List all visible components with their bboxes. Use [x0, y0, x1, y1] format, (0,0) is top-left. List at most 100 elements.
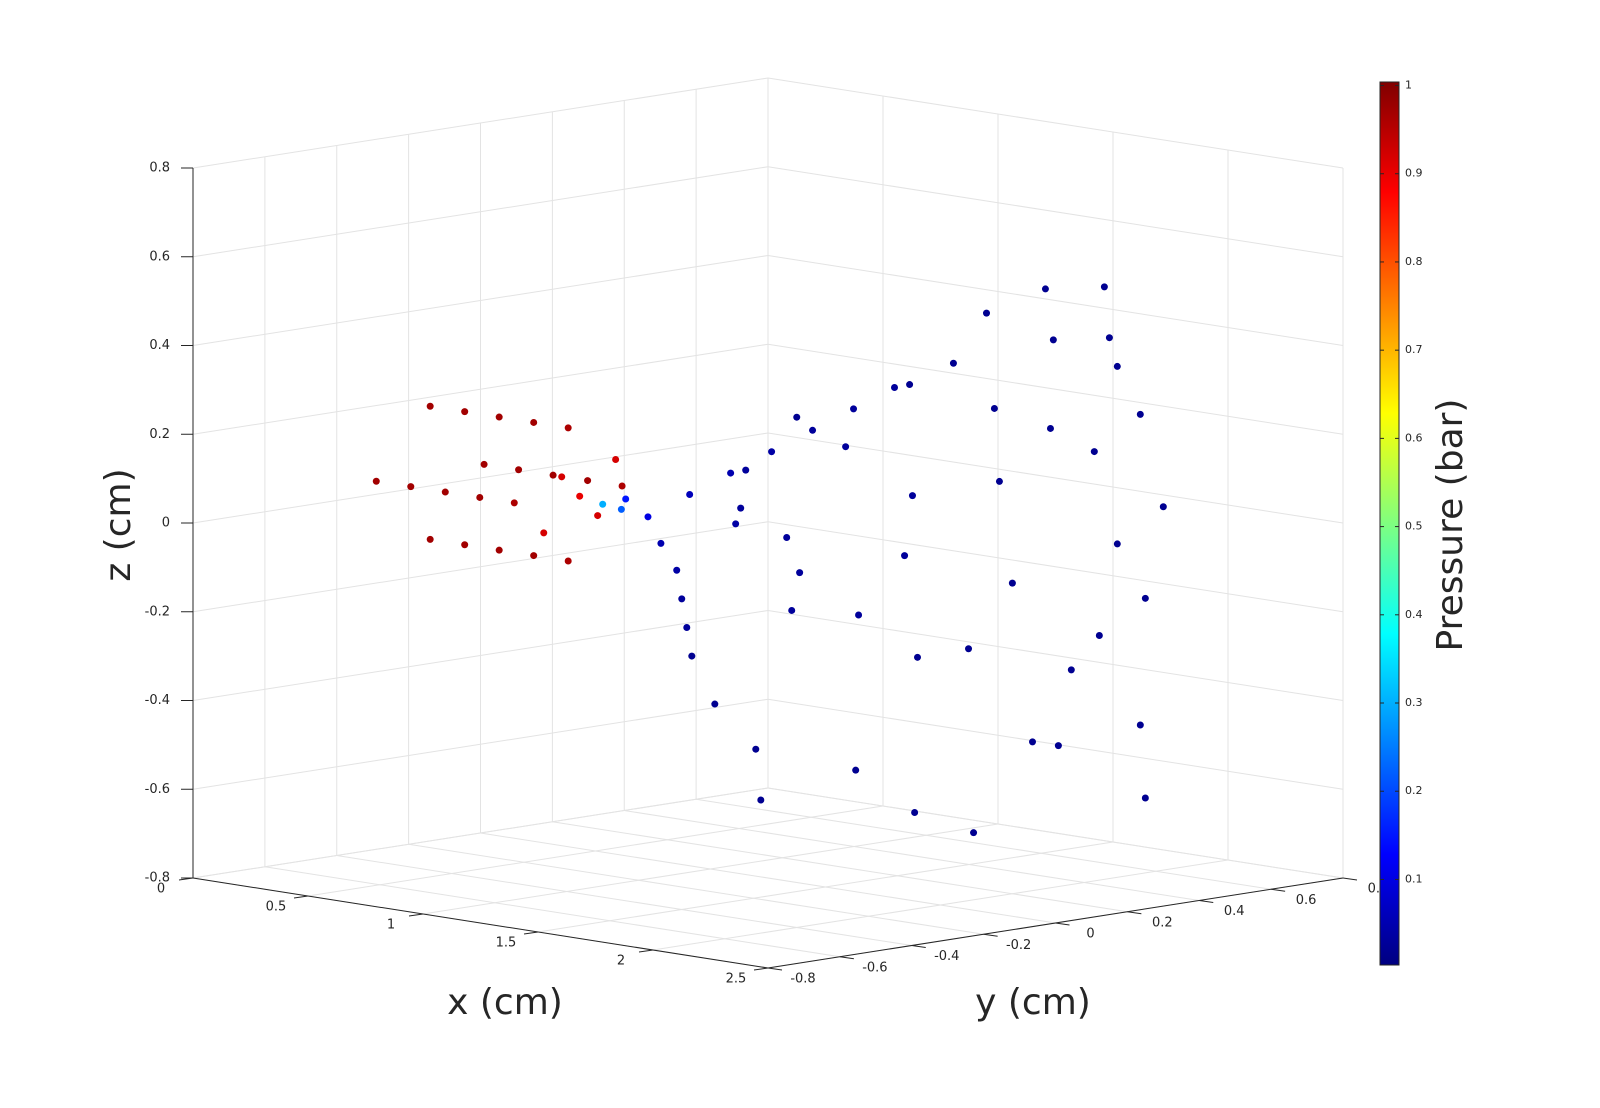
colorbar-tick-label: 0.3	[1405, 696, 1423, 709]
grid-line	[422, 823, 999, 915]
y-tick-label: 0.2	[1152, 915, 1173, 930]
point	[495, 546, 503, 554]
y-tick	[983, 933, 998, 937]
point	[564, 424, 572, 432]
point	[510, 499, 518, 507]
colorbar-tick-label: 1	[1405, 79, 1412, 92]
grid-line	[192, 255, 769, 346]
axes: 0 0.5 1 1.5 2 2.5 -0.8 -0.6 -0.4 -0.2 0 0.2 0.4 0.6 0.…	[145, 161, 1389, 987]
grid-line	[480, 832, 1056, 924]
point	[1054, 742, 1062, 750]
point	[1113, 362, 1121, 370]
grid-line	[307, 805, 884, 897]
y-tick-label: -0.4	[934, 949, 959, 964]
points	[372, 283, 1167, 837]
y-tick-label: 0	[1086, 927, 1094, 942]
point	[757, 796, 765, 804]
point	[809, 426, 817, 434]
point	[737, 504, 745, 512]
point	[549, 471, 557, 479]
colorbar-label: Pressure (bar)	[1430, 399, 1471, 652]
point	[441, 488, 449, 496]
point	[515, 466, 523, 474]
x-tick-label: 2.5	[726, 972, 747, 987]
point	[855, 611, 863, 619]
point	[1049, 336, 1057, 344]
grid-line	[552, 821, 1128, 913]
y-tick	[1127, 911, 1142, 915]
point	[1141, 794, 1149, 802]
x-tick	[638, 949, 654, 953]
x-tick	[523, 931, 539, 935]
grid-line	[652, 859, 1229, 951]
colorbar-tick-label: 0.4	[1405, 608, 1423, 621]
x-axis-label: x (cm)	[447, 982, 563, 1023]
colorbar-tick-label: 0.5	[1405, 520, 1423, 533]
grid-line	[192, 432, 769, 524]
axis-line	[192, 877, 769, 969]
point	[622, 495, 630, 503]
point	[1113, 540, 1121, 548]
point	[1008, 579, 1016, 587]
z-tick-label: -0.4	[145, 693, 170, 708]
grid-line	[767, 521, 1344, 613]
point	[891, 383, 898, 391]
point	[914, 653, 921, 661]
y-tick-label: -0.2	[1006, 938, 1031, 953]
point	[686, 490, 694, 498]
point	[711, 700, 719, 708]
z-tick-label: 0.4	[149, 338, 170, 353]
colorbar-gradient	[1379, 81, 1400, 966]
point	[1029, 738, 1036, 746]
point	[742, 466, 750, 474]
grid-line	[767, 166, 1344, 258]
point	[426, 402, 434, 410]
point	[407, 483, 415, 491]
point	[558, 473, 566, 481]
point	[564, 557, 572, 565]
grid-line	[767, 610, 1344, 701]
point	[901, 552, 909, 560]
z-tick-label: 0.2	[149, 427, 170, 442]
colorbar-tick-label: 0.1	[1405, 872, 1423, 885]
grid-line	[624, 810, 1200, 901]
grid-line	[767, 77, 1344, 169]
point	[1046, 424, 1054, 432]
point	[426, 535, 434, 543]
point	[727, 469, 735, 477]
point	[657, 539, 665, 547]
point	[530, 418, 538, 426]
x-tick-label: 2	[617, 954, 625, 969]
point	[678, 595, 686, 603]
y-axis-label: y (cm)	[975, 982, 1091, 1023]
point	[995, 477, 1003, 485]
point	[793, 413, 801, 421]
point	[965, 645, 973, 653]
point	[683, 623, 691, 631]
z-tick-label: -0.6	[145, 782, 170, 797]
z-axis-label: z (cm)	[98, 468, 139, 581]
grid-line	[192, 610, 769, 701]
z-tick-label: -0.8	[145, 871, 170, 886]
point	[617, 505, 625, 513]
x-tick	[753, 967, 769, 971]
point	[768, 448, 776, 456]
z-tick-label: 0.6	[149, 249, 170, 264]
point	[1067, 666, 1075, 674]
grid-line	[537, 841, 1114, 933]
point	[983, 309, 990, 317]
colorbar-tick-label: 0.6	[1405, 431, 1423, 444]
point	[1159, 503, 1167, 511]
colorbar-tick-label: 0.8	[1405, 255, 1423, 268]
point	[461, 408, 469, 416]
point	[1041, 285, 1049, 293]
grid-line	[192, 77, 769, 169]
point	[752, 745, 760, 753]
point	[688, 652, 696, 660]
point	[476, 493, 484, 501]
grid-line	[264, 866, 840, 958]
x-tick-label: 1	[387, 918, 395, 933]
point	[783, 533, 791, 541]
point	[842, 443, 850, 451]
